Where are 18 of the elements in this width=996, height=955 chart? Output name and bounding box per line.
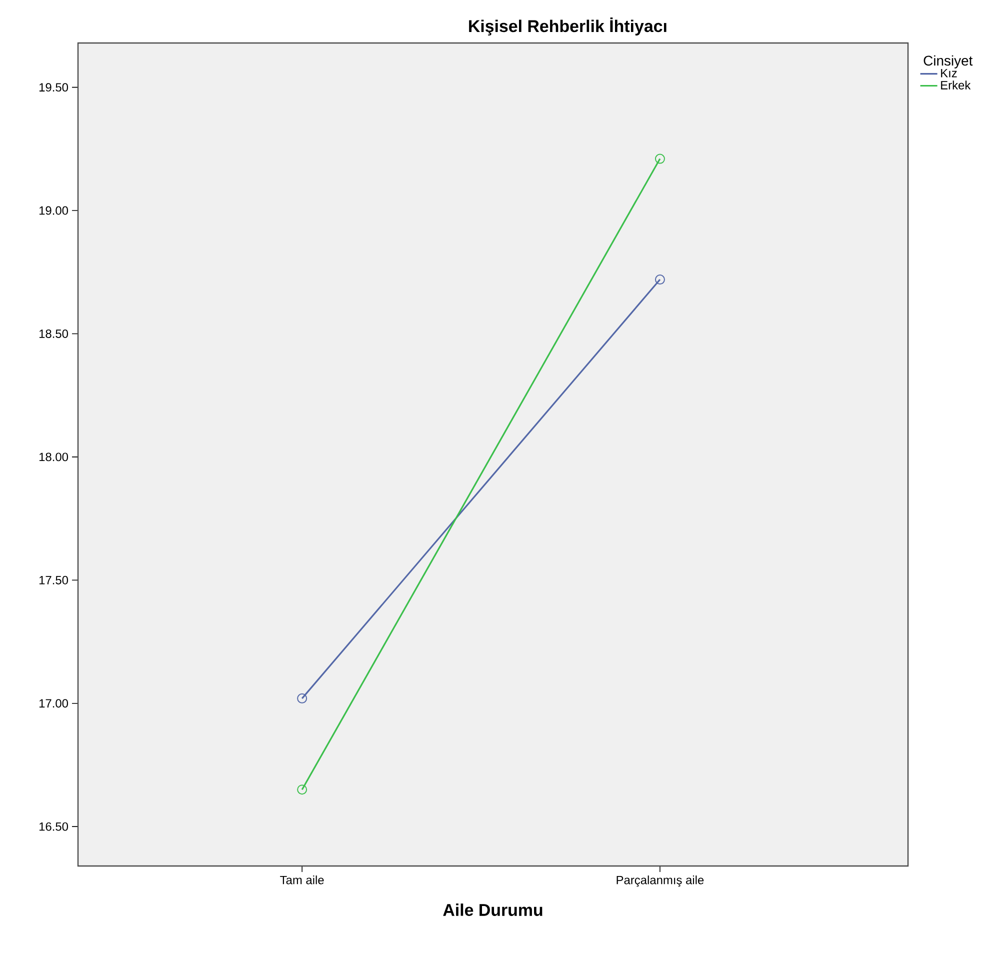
y-tick-label: 17.50: [39, 576, 68, 584]
point: [654, 274, 665, 285]
x-axis-title: Aile Durumu: [443, 904, 542, 916]
x-tick-label: Parçalanmış aile: [616, 876, 704, 887]
y-tick-label: 18.50: [39, 330, 68, 338]
point: [654, 154, 665, 164]
y-tick-label: 19.50: [39, 83, 68, 92]
y-tick-label: 17.00: [39, 699, 68, 708]
legend-label: Kız: [941, 68, 957, 78]
y-tick-label: 19.00: [39, 206, 68, 215]
legend-title: Cinsiyet: [924, 55, 973, 68]
y-tick-label: 18.00: [39, 452, 68, 462]
x-tick-label: Tam aile: [280, 876, 324, 884]
chart-title: Kişisel Rehberlik İhtiyacı: [469, 17, 666, 36]
y-tick-label: 16.50: [39, 822, 68, 831]
point: [297, 784, 308, 795]
legend-label: Erkek: [941, 80, 971, 90]
point: [297, 693, 308, 704]
